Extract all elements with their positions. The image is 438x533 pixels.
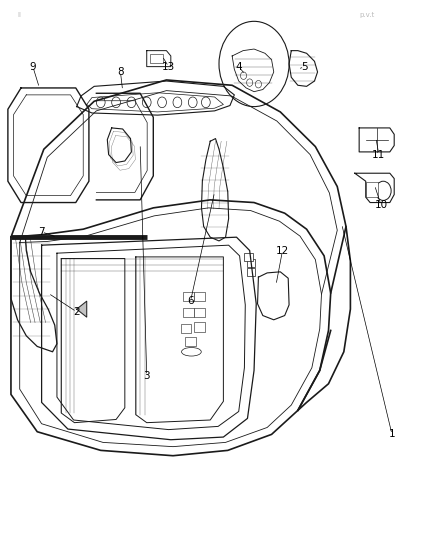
Bar (194, 292, 205, 301)
Text: 13: 13 (162, 62, 175, 71)
Text: 12: 12 (276, 246, 289, 255)
Bar (194, 322, 205, 332)
Text: 6: 6 (187, 296, 194, 306)
Text: 8: 8 (117, 67, 124, 77)
Bar (244, 253, 253, 261)
Bar (194, 308, 205, 317)
Text: 9: 9 (29, 62, 36, 71)
Text: 7: 7 (38, 227, 45, 237)
Ellipse shape (182, 348, 201, 356)
Text: 1: 1 (389, 430, 396, 439)
Bar (247, 259, 255, 266)
Bar (247, 268, 255, 276)
Text: 4: 4 (235, 62, 242, 71)
Text: p.v.t: p.v.t (359, 12, 374, 18)
Text: 5: 5 (301, 62, 308, 71)
Text: 3: 3 (143, 371, 150, 381)
Bar (150, 54, 163, 63)
Bar (183, 292, 194, 301)
Text: 10: 10 (374, 200, 388, 210)
Text: 11: 11 (372, 150, 385, 159)
Bar (185, 337, 196, 346)
Text: 2: 2 (73, 307, 80, 317)
Bar (366, 182, 378, 197)
Text: II: II (18, 12, 21, 18)
Bar (183, 308, 194, 317)
Bar (181, 324, 191, 333)
Polygon shape (77, 301, 87, 317)
